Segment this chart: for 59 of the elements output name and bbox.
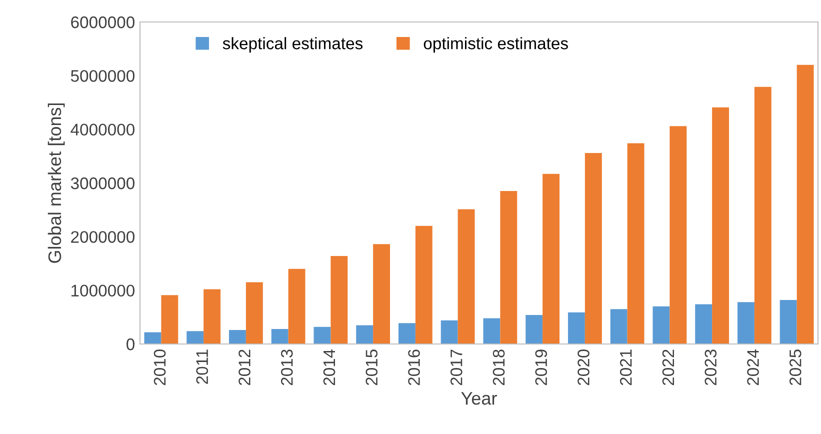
bar [670, 126, 687, 344]
x-tick-label: 2014 [323, 349, 336, 386]
y-tick-label: 4000000 [70, 124, 134, 136]
x-tick-label: 2023 [704, 350, 717, 386]
bar [356, 325, 374, 344]
bar [373, 244, 390, 344]
bar [754, 86, 772, 344]
x-tick-label: 2021 [620, 350, 632, 386]
bar [737, 302, 754, 344]
x-tick-label: 2013 [280, 350, 293, 386]
bar [314, 326, 331, 344]
bar [415, 226, 432, 344]
bar [568, 312, 585, 344]
x-tick-label: 2011 [196, 350, 208, 384]
bar [542, 174, 560, 344]
bar [458, 209, 475, 344]
x-tick-label: 2020 [578, 350, 590, 386]
bar [330, 256, 348, 344]
bar [500, 191, 518, 344]
bar [271, 328, 288, 344]
legend-label: skeptical estimates [222, 37, 363, 53]
bar [204, 289, 221, 344]
bar [610, 309, 628, 344]
y-tick-label: 1000000 [72, 284, 134, 297]
bar [288, 268, 306, 344]
bar [483, 318, 500, 344]
y-tick-label: 3000000 [70, 177, 134, 190]
bar [246, 282, 263, 344]
x-axis-title: Year [461, 392, 497, 405]
x-tick-label: 2024 [747, 349, 759, 386]
bar [526, 315, 543, 344]
y-tick-label: 6000000 [71, 16, 134, 28]
bar [440, 320, 458, 344]
x-tick-label: 2012 [238, 350, 250, 386]
x-tick-label: 2019 [535, 350, 548, 386]
bar [796, 64, 814, 344]
x-tick-label: 2017 [450, 350, 462, 386]
bar [228, 330, 246, 344]
bar [144, 332, 162, 344]
y-axis-title: Global market [tons] [48, 104, 65, 263]
bar [584, 152, 602, 344]
y-tick-label: 2000000 [71, 231, 134, 243]
bar [780, 300, 797, 344]
x-tick-label: 2010 [154, 350, 166, 386]
bar [161, 295, 178, 344]
bar [398, 323, 416, 344]
x-tick-label: 2025 [789, 350, 802, 386]
y-tick-label: 0 [126, 338, 134, 350]
legend-label: optimistic estimates [424, 37, 568, 53]
x-tick-label: 2022 [662, 350, 674, 386]
bar [627, 143, 644, 344]
x-tick-label: 2016 [408, 350, 420, 386]
bar [712, 107, 730, 344]
x-tick-label: 2015 [366, 350, 378, 386]
bar [652, 306, 670, 344]
y-tick-label: 5000000 [70, 70, 134, 82]
x-tick-label: 2018 [492, 350, 505, 386]
bar [695, 304, 712, 344]
bar [186, 331, 204, 344]
